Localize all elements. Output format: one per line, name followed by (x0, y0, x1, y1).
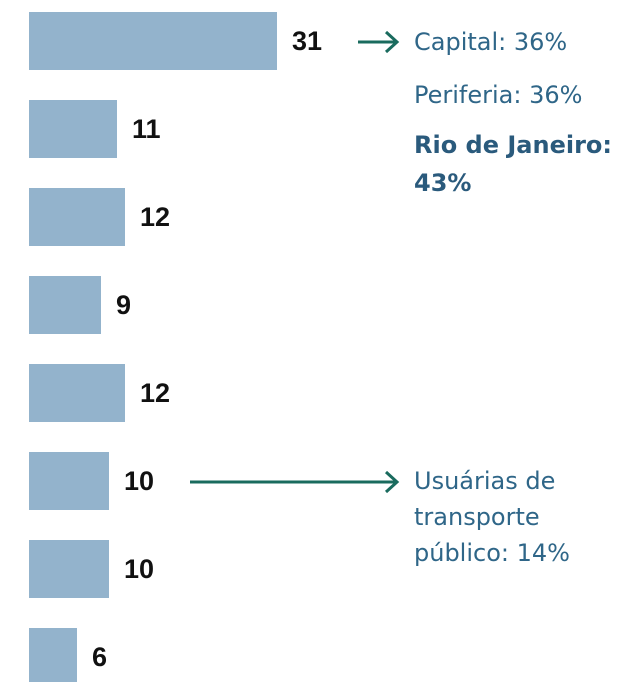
arrow (190, 30, 400, 494)
bar (29, 364, 125, 422)
value-label: 11 (132, 114, 161, 144)
value-label: 12 (140, 202, 170, 232)
bar (29, 188, 125, 246)
value-label: 12 (140, 378, 170, 408)
value-label: 10 (124, 466, 154, 496)
bar (29, 12, 277, 70)
annotation: Rio de Janeiro: 43% (414, 131, 612, 197)
annotation: Periferia: 36% (414, 81, 583, 109)
value-label: 31 (292, 26, 322, 56)
value-label: 10 (124, 554, 154, 584)
bar (29, 540, 109, 598)
bar (29, 100, 117, 158)
bar (29, 276, 101, 334)
bar (29, 628, 77, 682)
annotation: Capital: 36% (414, 28, 568, 56)
annotation: Usuárias de transporte público: 14% (414, 467, 570, 567)
value-label: 9 (116, 290, 131, 320)
bar (29, 452, 109, 510)
value-label: 6 (92, 642, 107, 672)
